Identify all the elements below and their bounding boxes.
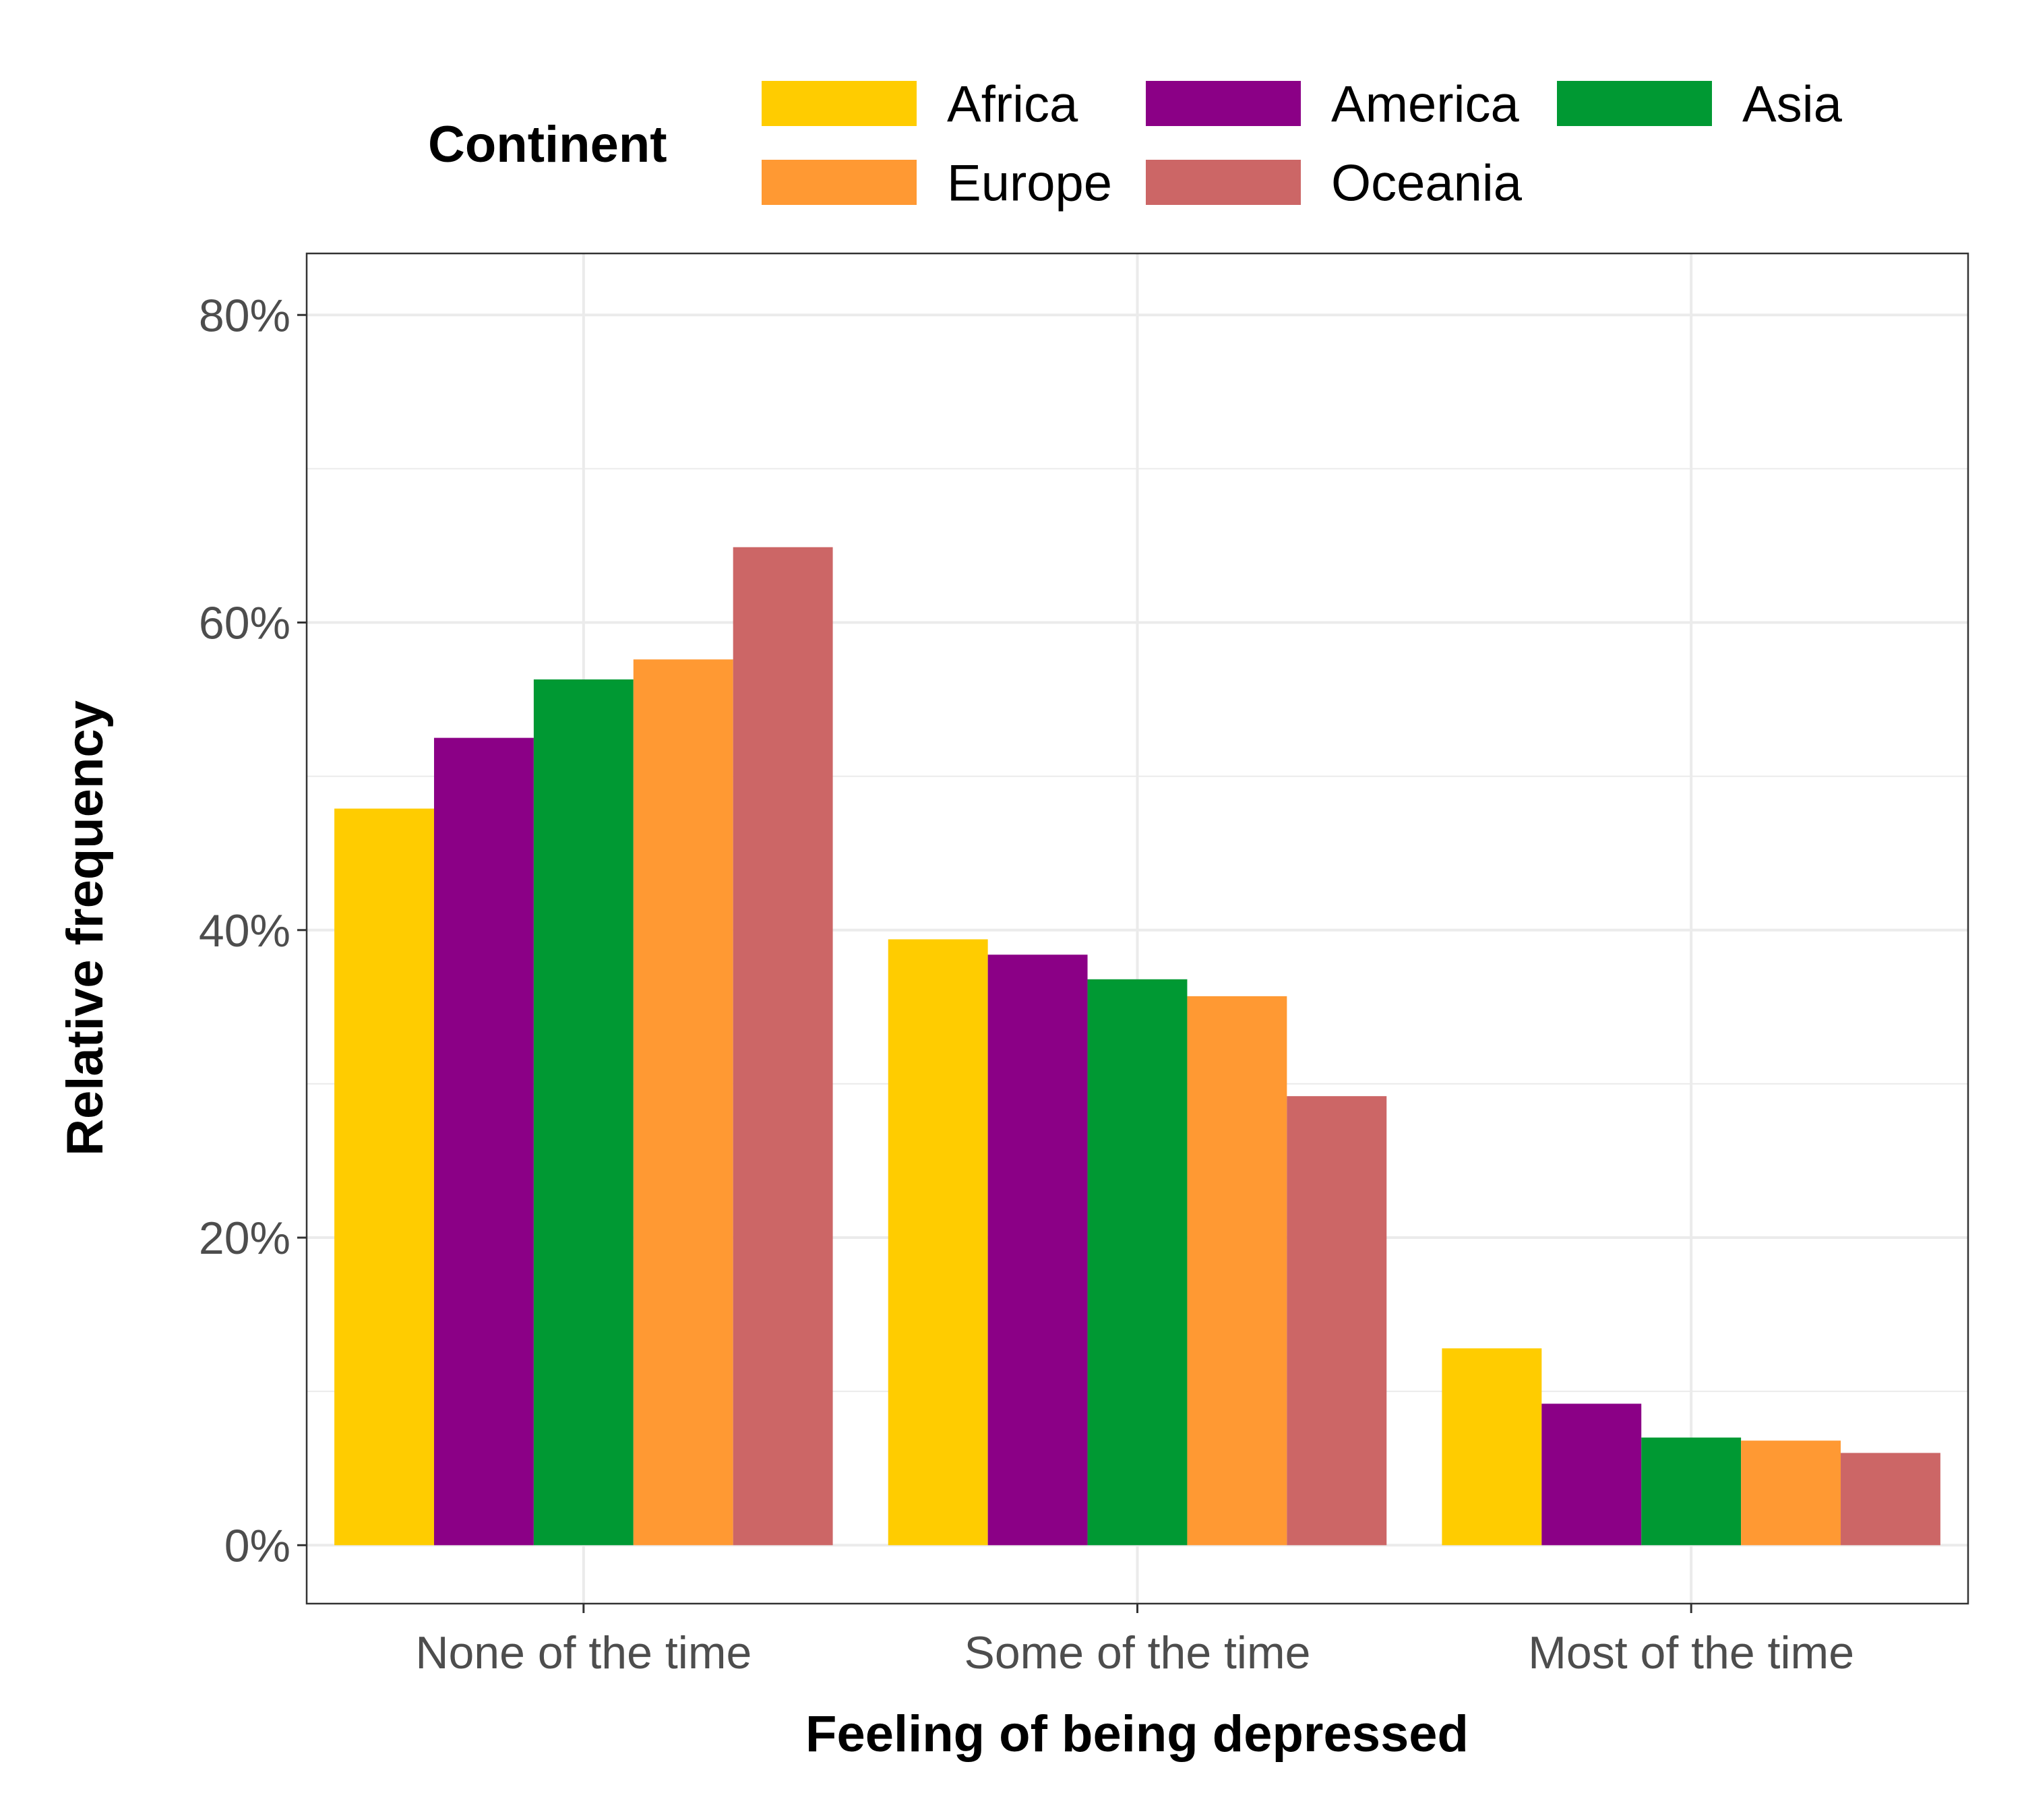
x-axis-title: Feeling of being depressed bbox=[805, 1705, 1469, 1763]
legend-key-europe bbox=[762, 160, 917, 205]
legend-label-oceania: Oceania bbox=[1331, 155, 1523, 212]
legend-label-asia: Asia bbox=[1742, 76, 1843, 133]
y-tick-label: 80% bbox=[199, 290, 290, 341]
bar-oceania-1 bbox=[1287, 1096, 1387, 1546]
bar-africa-2 bbox=[1442, 1348, 1542, 1546]
plot-panel bbox=[305, 252, 1969, 1605]
x-axis: None of the time Some of the time Most of … bbox=[415, 1604, 1854, 1678]
y-axis-title: Relative frequency bbox=[57, 700, 114, 1156]
y-tick-label: 40% bbox=[199, 905, 290, 957]
bar-asia-1 bbox=[1087, 979, 1188, 1546]
legend-label-africa: Africa bbox=[947, 76, 1078, 133]
bar-america-0 bbox=[433, 737, 534, 1546]
y-tick-label: 60% bbox=[199, 598, 290, 649]
legend-items: Africa America Asia Europe Oceania bbox=[762, 76, 1843, 212]
bar-america-1 bbox=[987, 954, 1088, 1546]
bar-europe-2 bbox=[1741, 1440, 1841, 1546]
bars bbox=[334, 547, 1940, 1546]
legend-title: Continent bbox=[428, 116, 667, 173]
legend-key-asia bbox=[1557, 81, 1712, 126]
bar-america-2 bbox=[1541, 1403, 1642, 1546]
legend-label-america: America bbox=[1331, 76, 1519, 133]
y-axis: 0% 20% 40% 60% 80% bbox=[199, 290, 307, 1571]
x-tick-label: None of the time bbox=[415, 1627, 752, 1678]
legend-label-europe: Europe bbox=[947, 155, 1112, 212]
bar-africa-1 bbox=[888, 939, 988, 1546]
x-tick-label: Most of the time bbox=[1528, 1627, 1854, 1678]
legend: Continent Africa America Asia Europe Oceania bbox=[428, 76, 1843, 212]
bar-europe-0 bbox=[633, 659, 733, 1546]
bar-asia-2 bbox=[1641, 1437, 1742, 1546]
bar-oceania-0 bbox=[733, 547, 833, 1546]
y-tick-label: 20% bbox=[199, 1213, 290, 1264]
y-tick-label: 0% bbox=[224, 1520, 290, 1571]
bar-asia-0 bbox=[533, 679, 634, 1546]
legend-key-america bbox=[1146, 81, 1301, 126]
x-tick-label: Some of the time bbox=[964, 1627, 1310, 1678]
legend-key-africa bbox=[762, 81, 917, 126]
bar-africa-0 bbox=[334, 808, 434, 1546]
bar-europe-1 bbox=[1187, 996, 1287, 1546]
legend-key-oceania bbox=[1146, 160, 1301, 205]
bar-oceania-2 bbox=[1841, 1453, 1940, 1546]
